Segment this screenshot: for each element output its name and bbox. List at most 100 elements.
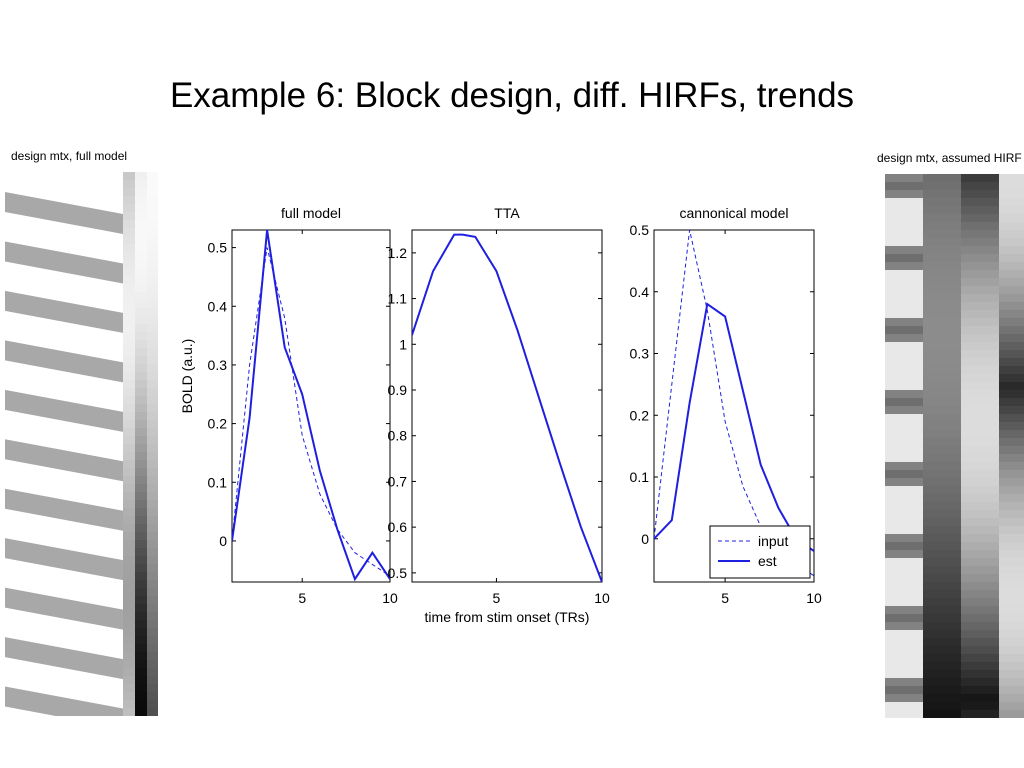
design-matrix-cell [885, 238, 923, 246]
design-matrix-cell [999, 614, 1024, 622]
design-matrix-cell [923, 350, 961, 358]
design-matrix-cell [135, 604, 147, 612]
design-matrix-cell [147, 364, 158, 372]
design-matrix-cell [999, 454, 1024, 462]
design-matrix-cell [147, 668, 158, 676]
design-matrix-cell [123, 468, 135, 476]
design-matrix-cell [961, 478, 999, 486]
design-matrix-cell [135, 172, 147, 180]
design-matrix-cell [885, 462, 923, 470]
design-matrix-cell [885, 270, 923, 278]
design-matrix-cell [923, 638, 961, 646]
chart-2: cannonical model 0 0.1 0.2 0.3 0.4 0.5 5 10 input… [630, 205, 822, 606]
design-matrix-cell [923, 430, 961, 438]
design-matrix-cell [885, 174, 923, 182]
design-matrix-cell [135, 620, 147, 628]
design-matrix-cell [123, 436, 135, 444]
design-matrix-cell [923, 710, 961, 718]
design-matrix-cell [147, 340, 158, 348]
design-matrix-cell [147, 428, 158, 436]
design-matrix-cell [123, 540, 135, 548]
y-tick-label: 1.1 [388, 291, 408, 307]
design-matrix-cell [123, 500, 135, 508]
design-matrix-cell [135, 532, 147, 540]
design-matrix-cell [961, 214, 999, 222]
y-tick-label: 0.1 [630, 469, 650, 485]
x-tick-label: 5 [298, 590, 306, 606]
design-matrix-cell [999, 534, 1024, 542]
design-matrix-cell [999, 510, 1024, 518]
design-matrix-cell [999, 702, 1024, 710]
design-matrix-cell [135, 636, 147, 644]
design-matrix-cell [961, 590, 999, 598]
design-matrix-cell [999, 542, 1024, 550]
design-matrix-cell [885, 446, 923, 454]
design-matrix-cell [885, 502, 923, 510]
design-matrix-cell [923, 558, 961, 566]
design-matrix-cell [123, 220, 135, 228]
design-matrix-cell [885, 670, 923, 678]
design-matrix-cell [123, 644, 135, 652]
design-matrix-cell [135, 348, 147, 356]
design-matrix-cell [885, 526, 923, 534]
design-matrix-cell [923, 678, 961, 686]
design-matrix-cell [135, 260, 147, 268]
design-matrix-cell [123, 340, 135, 348]
y-tick-label: 0 [641, 531, 649, 547]
design-matrix-cell [923, 502, 961, 510]
design-matrix-cell [999, 526, 1024, 534]
design-matrix-cell [135, 644, 147, 652]
design-matrix-stripe [5, 241, 123, 284]
design-matrix-cell [885, 374, 923, 382]
design-matrix-cell [147, 620, 158, 628]
design-matrix-cell [923, 398, 961, 406]
design-matrix-cell [147, 380, 158, 388]
design-matrix-cell [123, 580, 135, 588]
design-matrix-cell [923, 486, 961, 494]
design-matrix-cell [885, 318, 923, 326]
design-matrix-cell [999, 494, 1024, 502]
design-matrix-cell [885, 582, 923, 590]
design-matrix-cell [123, 324, 135, 332]
design-matrix-cell [123, 668, 135, 676]
design-matrix-cell [999, 462, 1024, 470]
design-matrix-cell [923, 342, 961, 350]
design-matrix-cell [999, 350, 1024, 358]
design-matrix-cell [961, 614, 999, 622]
chart-title: cannonical model [680, 205, 789, 221]
design-matrix-cell [147, 484, 158, 492]
design-matrix-cell [123, 404, 135, 412]
design-matrix-cell [999, 374, 1024, 382]
design-matrix-cell [961, 262, 999, 270]
design-matrix-cell [961, 294, 999, 302]
design-matrix-cell [123, 564, 135, 572]
design-matrix-cell [147, 324, 158, 332]
design-matrix-cell [147, 220, 158, 228]
design-matrix-cell [885, 254, 923, 262]
design-matrix-cell [885, 230, 923, 238]
y-tick-label: 0.4 [208, 298, 228, 314]
design-matrix-cell [923, 222, 961, 230]
design-matrix-cell [147, 260, 158, 268]
design-matrix-cell [135, 484, 147, 492]
design-matrix-cell [885, 510, 923, 518]
design-matrix-cell [147, 604, 158, 612]
design-matrix-cell [123, 236, 135, 244]
design-matrix-cell [923, 254, 961, 262]
design-matrix-cell [147, 316, 158, 324]
design-matrix-cell [147, 580, 158, 588]
design-matrix-cell [123, 228, 135, 236]
design-matrix-cell [147, 300, 158, 308]
design-matrix-cell [961, 550, 999, 558]
design-matrix-cell [885, 654, 923, 662]
design-matrix-cell [147, 540, 158, 548]
design-matrix-cell [885, 206, 923, 214]
design-matrix-cell [961, 646, 999, 654]
design-matrix-cell [999, 182, 1024, 190]
design-matrix-cell [885, 190, 923, 198]
x-tick-label: 10 [806, 590, 822, 606]
design-matrix-cell [123, 692, 135, 700]
design-matrix-stripe [5, 587, 123, 630]
